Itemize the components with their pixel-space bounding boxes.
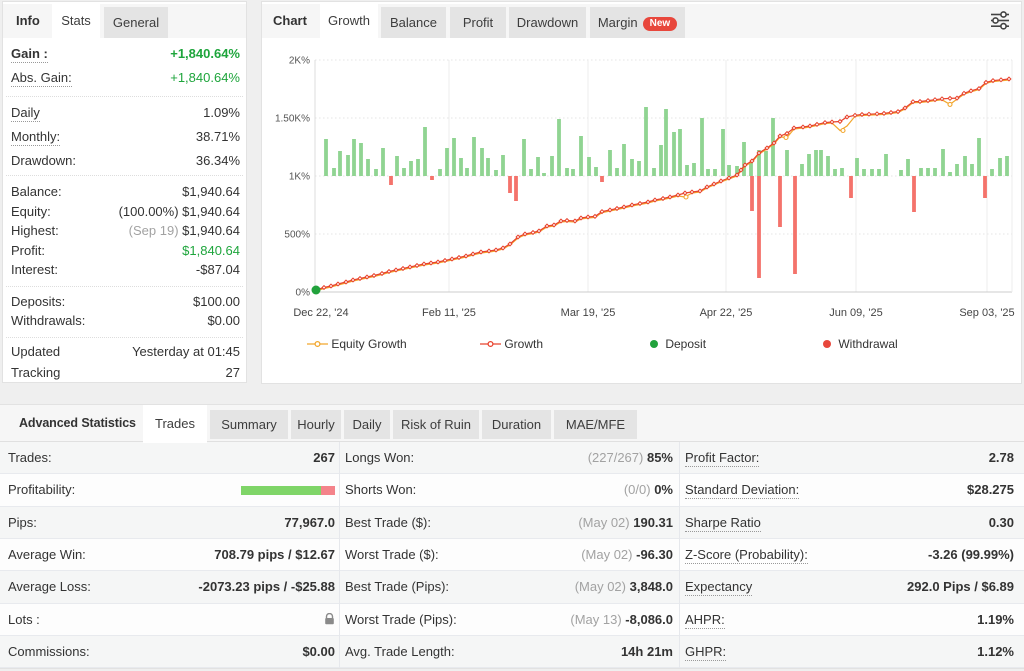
svg-text:0%: 0% — [296, 288, 311, 299]
svg-text:Feb 11, '25: Feb 11, '25 — [422, 307, 476, 319]
svg-text:1K%: 1K% — [289, 172, 310, 183]
svg-text:1.50K%: 1.50K% — [275, 114, 310, 125]
svg-text:Sep 03, '25: Sep 03, '25 — [959, 307, 1014, 319]
svg-text:2K%: 2K% — [289, 56, 310, 67]
svg-text:Dec 22, '24: Dec 22, '24 — [293, 307, 348, 319]
svg-text:Apr 22, '25: Apr 22, '25 — [700, 307, 753, 319]
svg-text:500%: 500% — [284, 230, 310, 241]
svg-text:Mar 19, '25: Mar 19, '25 — [561, 307, 616, 319]
svg-text:Jun 09, '25: Jun 09, '25 — [829, 307, 882, 319]
